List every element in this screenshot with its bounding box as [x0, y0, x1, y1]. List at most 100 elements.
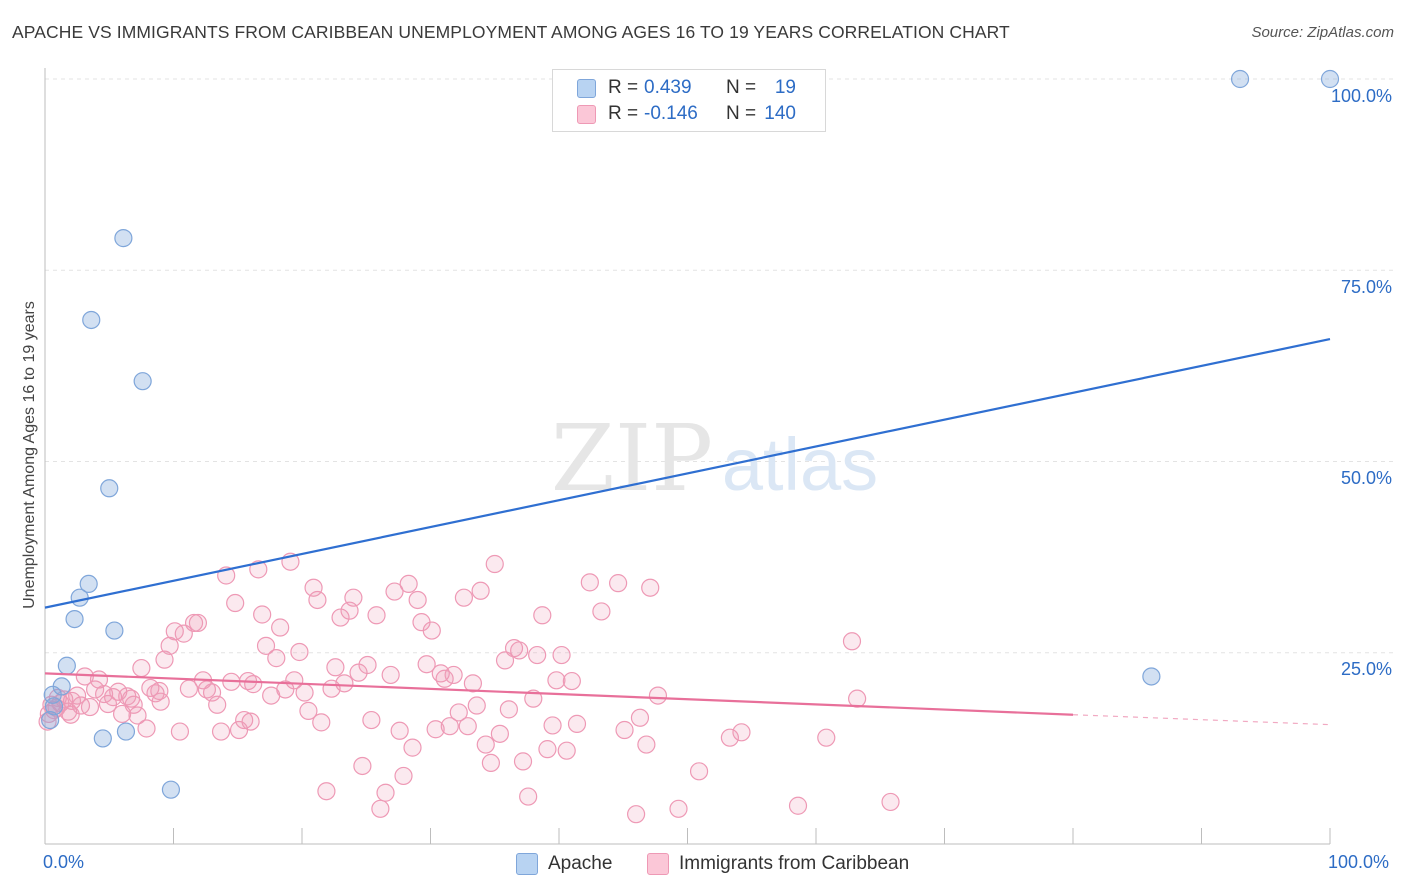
- caribbean-point: [80, 697, 100, 717]
- caribbean-point: [510, 641, 529, 660]
- caribbean-trend-line: [44, 672, 1074, 716]
- apache-point: [161, 780, 181, 799]
- apache-swatch-icon: [577, 78, 596, 98]
- stats-legend: R = 0.439 N = 19 R = -0.146 N = 140: [552, 69, 826, 132]
- watermark-atlas: atlas: [722, 423, 878, 506]
- caribbean-point: [155, 650, 174, 669]
- caribbean-point: [641, 578, 660, 597]
- trend-lines: [44, 338, 1331, 726]
- caribbean-point: [567, 714, 587, 733]
- caribbean-point: [449, 703, 468, 722]
- caribbean-point: [86, 680, 105, 699]
- caribbean-point: [170, 722, 190, 741]
- y-tick-label-25: 25.0%: [1340, 659, 1392, 679]
- legend-row-caribbean: R = -0.146 N = 140: [577, 102, 796, 126]
- apache-trend-line: [44, 338, 1331, 609]
- caribbean-point: [271, 618, 290, 637]
- caribbean-point: [71, 696, 91, 715]
- caribbean-point: [121, 689, 141, 708]
- caribbean-point: [848, 689, 867, 708]
- r-label: R =: [608, 77, 639, 98]
- caribbean-point: [547, 671, 566, 690]
- r-label: R =: [608, 103, 639, 124]
- caribbean-point: [253, 605, 272, 624]
- caribbean-point: [385, 582, 404, 601]
- y-tick-label-50: 50.0%: [1340, 468, 1392, 488]
- apache-point: [41, 710, 60, 730]
- y-tick-label-75: 75.0%: [1340, 277, 1392, 297]
- caribbean-point: [241, 712, 260, 731]
- n-label: N =: [726, 77, 757, 98]
- axes: [44, 68, 1331, 845]
- caribbean-point: [75, 667, 94, 686]
- caribbean-point: [817, 728, 836, 747]
- caribbean-point: [609, 574, 628, 593]
- caribbean-point: [533, 606, 552, 625]
- apache-point: [65, 609, 84, 629]
- caribbean-legend-icon: [647, 853, 669, 875]
- apache-point: [52, 677, 71, 696]
- caribbean-point: [426, 720, 445, 739]
- caribbean-point: [408, 590, 427, 610]
- caribbean-point: [519, 787, 538, 806]
- caribbean-point: [184, 613, 204, 633]
- watermark: ZIP atlas: [551, 405, 878, 512]
- caribbean-point: [669, 799, 688, 818]
- caribbean-point: [295, 683, 314, 702]
- caribbean-point: [376, 783, 395, 802]
- caribbean-point: [476, 735, 495, 754]
- caribbean-point: [394, 766, 413, 786]
- caribbean-point: [637, 735, 656, 754]
- caribbean-point: [467, 696, 486, 715]
- apache-point: [105, 621, 124, 640]
- gridlines: [45, 78, 1395, 654]
- caribbean-point: [485, 554, 504, 574]
- caribbean-point: [235, 710, 254, 730]
- caribbean-point: [513, 752, 533, 771]
- caribbean-point: [495, 651, 515, 670]
- caribbean-point: [150, 681, 169, 701]
- caribbean-point: [104, 688, 123, 707]
- caribbean-point: [62, 691, 82, 711]
- caribbean-trend-extension: [1072, 714, 1331, 726]
- x-tick-label-0: 0.0%: [43, 852, 85, 872]
- caribbean-point: [211, 722, 231, 741]
- n-value: 140: [764, 103, 796, 124]
- legend-label-apache: Apache: [548, 853, 613, 874]
- y-tick-label-100: 100.0%: [1330, 86, 1392, 106]
- caribbean-point: [226, 593, 245, 613]
- caribbean-point: [367, 606, 386, 625]
- legend-item-apache[interactable]: Apache: [516, 852, 612, 876]
- caribbean-point: [543, 716, 562, 735]
- legend-row-apache: R = 0.439 N = 19: [577, 76, 796, 100]
- chart-title: APACHE VS IMMIGRANTS FROM CARIBBEAN UNEM…: [12, 22, 1010, 42]
- n-value: 19: [774, 77, 796, 98]
- legend-item-caribbean[interactable]: Immigrants from Caribbean: [647, 852, 909, 876]
- caribbean-point: [68, 686, 87, 705]
- caribbean-point: [417, 655, 436, 674]
- caribbean-point: [61, 705, 80, 724]
- r-value: 0.439: [644, 77, 692, 98]
- caribbean-point: [440, 717, 459, 736]
- apache-point: [82, 310, 101, 330]
- caribbean-point: [732, 723, 751, 742]
- caribbean-point: [842, 632, 862, 651]
- caribbean-point: [299, 701, 318, 720]
- caribbean-point: [326, 658, 345, 677]
- source-label: Source: ZipAtlas.com: [1251, 24, 1394, 41]
- caribbean-point: [399, 574, 418, 594]
- caribbean-point: [256, 636, 276, 655]
- caribbean-point: [580, 573, 599, 592]
- caribbean-point: [626, 805, 646, 824]
- caribbean-point: [499, 700, 518, 719]
- caribbean-point: [132, 658, 151, 678]
- caribbean-point: [344, 588, 363, 607]
- caribbean-point: [317, 782, 336, 801]
- caribbean-point: [137, 719, 156, 738]
- apache-point: [114, 229, 133, 248]
- r-value: -0.146: [644, 103, 698, 124]
- caribbean-point: [403, 738, 422, 757]
- apache-point: [57, 656, 76, 675]
- caribbean-point: [481, 753, 500, 773]
- caribbean-point: [312, 713, 331, 732]
